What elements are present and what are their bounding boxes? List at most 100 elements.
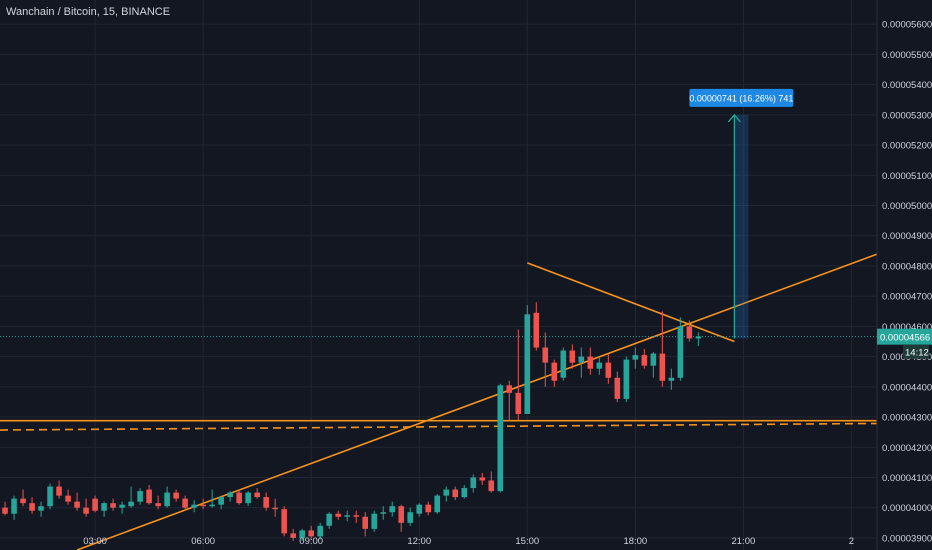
- candle-body: [146, 489, 152, 504]
- price-tick-label: 0.00004400: [882, 382, 932, 393]
- drawing-layer[interactable]: [0, 145, 932, 550]
- candle-body: [263, 497, 269, 508]
- candle-body: [614, 377, 621, 399]
- price-tick-label: 0.00004100: [882, 473, 932, 484]
- candle-body: [353, 515, 359, 517]
- candle-body: [686, 326, 693, 339]
- time-axis[interactable]: 03:0006:0009:0012:0015:0018:0021:00203:0…: [83, 536, 932, 547]
- candle-body: [425, 504, 432, 513]
- grid-lines: [0, 0, 877, 550]
- candle-body: [182, 498, 188, 508]
- price-tick-label: 0.00005200: [882, 141, 932, 152]
- time-tick-label: 09:00: [299, 536, 323, 547]
- candle-body: [443, 489, 450, 496]
- candle-body: [218, 497, 224, 505]
- overlay: 0.00000741 (16.26%) 741 0.00004566 14:12: [689, 88, 932, 359]
- candle-body: [650, 353, 657, 366]
- price-tick-label: 0.00004900: [882, 231, 932, 242]
- candle-body: [569, 350, 576, 363]
- chart-title: Wanchain / Bitcoin, 15, BINANCE: [6, 6, 171, 18]
- candle-body: [659, 353, 666, 381]
- candle-body: [488, 480, 495, 492]
- candle-body: [524, 314, 531, 415]
- candle-body: [173, 492, 179, 499]
- price-tick-label: 0.00005400: [882, 80, 932, 91]
- candle-body: [65, 495, 71, 502]
- price-tick-label: 0.00005500: [882, 50, 932, 61]
- candle-body: [515, 392, 522, 415]
- candles: [2, 302, 702, 541]
- candle-body: [308, 530, 314, 537]
- countdown-badge: [903, 344, 929, 359]
- price-tick-label: 0.00004700: [882, 292, 932, 303]
- candle-body: [398, 506, 405, 523]
- candle-body: [587, 356, 594, 369]
- time-tick-label: 18:00: [623, 536, 647, 547]
- candle-body: [407, 512, 414, 523]
- last-price-badge: [877, 328, 932, 345]
- candle-body: [596, 362, 603, 369]
- candle-body: [470, 477, 477, 489]
- candle-body: [641, 355, 648, 366]
- candle-body: [434, 495, 441, 513]
- price-tick-label: 0.00003900: [882, 533, 932, 544]
- price-tick-label: 0.00004600: [882, 322, 932, 333]
- candle-body: [362, 516, 368, 529]
- price-tick-label: 0.00005300: [882, 110, 932, 121]
- candle-body: [47, 486, 53, 507]
- descending-trendline[interactable]: [526, 262, 735, 343]
- candle-body: [344, 515, 350, 517]
- candle-body: [497, 385, 504, 492]
- candle-body: [137, 491, 143, 502]
- drawing-layer-top[interactable]: [727, 113, 749, 339]
- candle-body: [677, 326, 684, 378]
- candle-body: [272, 507, 278, 510]
- measure-label-box: [689, 88, 794, 107]
- candle-body: [191, 504, 197, 508]
- dashed-level-line[interactable]: [0, 421, 932, 431]
- candle-body: [83, 507, 89, 514]
- last-price-value: 0.00004566: [880, 333, 930, 344]
- candle-body: [506, 385, 513, 393]
- candle-body: [461, 488, 468, 498]
- candle-body: [551, 362, 558, 381]
- candle-body: [668, 377, 675, 381]
- candle-body: [245, 492, 251, 504]
- candle-body: [371, 513, 378, 529]
- price-tick-label: 0.00005100: [882, 171, 932, 182]
- time-tick-label: 2: [849, 536, 854, 547]
- candle-body: [11, 498, 17, 514]
- price-tick-label: 0.00005600: [882, 20, 932, 31]
- candle-body: [101, 503, 107, 511]
- candle-body: [560, 350, 567, 378]
- support-trendline[interactable]: [76, 145, 932, 550]
- candle-body: [335, 513, 341, 517]
- candle-body: [299, 530, 305, 538]
- candle-body: [389, 506, 396, 513]
- price-axis-panel[interactable]: [877, 0, 932, 550]
- candle-body: [227, 492, 233, 498]
- price-tick-label: 0.00004200: [882, 443, 932, 454]
- candle-body: [56, 486, 62, 496]
- candle-body: [578, 356, 585, 363]
- time-tick-label: 03:00: [83, 536, 107, 547]
- measure-label: 0.00000741 (16.26%) 741: [689, 93, 793, 103]
- candle-body: [695, 336, 702, 339]
- countdown-timer: 14:12: [905, 348, 929, 359]
- candle-body: [38, 506, 44, 511]
- candle-body: [479, 477, 486, 481]
- candle-body: [29, 503, 35, 511]
- candle-body: [416, 504, 423, 514]
- candle-body: [110, 503, 116, 508]
- candle-body: [290, 533, 296, 538]
- time-tick-label: 15:00: [515, 536, 539, 547]
- candle-body: [542, 347, 549, 363]
- candle-body: [623, 359, 630, 399]
- candle-body: [164, 492, 170, 507]
- candle-body: [92, 498, 98, 511]
- candle-body: [20, 498, 26, 504]
- price-tick-label: 0.00004300: [882, 413, 932, 424]
- candle-body: [119, 504, 125, 508]
